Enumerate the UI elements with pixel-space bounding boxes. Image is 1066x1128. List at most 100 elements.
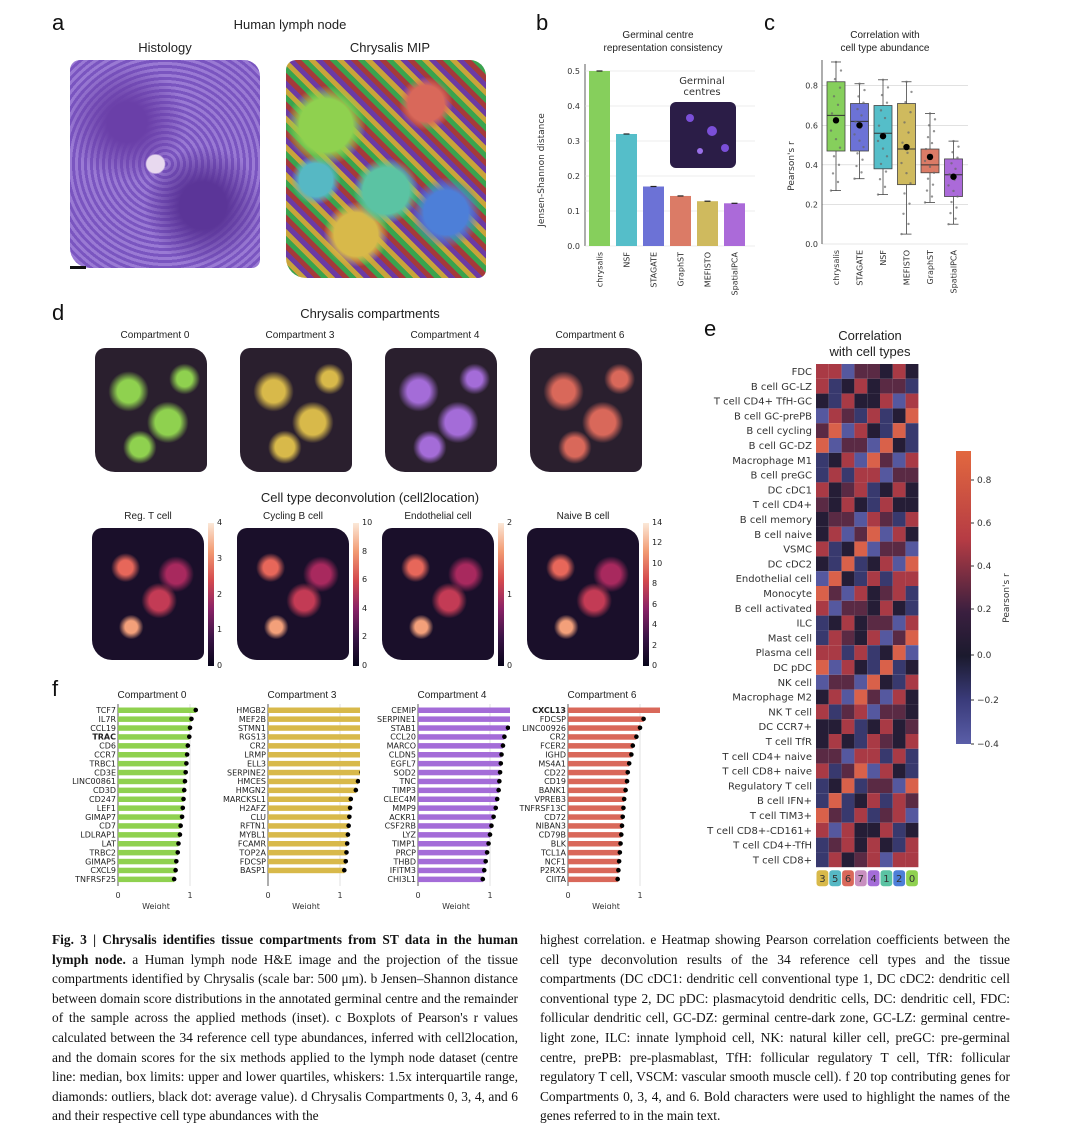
heatmap-cell xyxy=(841,512,855,527)
gene-label: TNFRSF13C xyxy=(519,804,567,813)
heatmap-cell xyxy=(892,822,906,838)
heatmap-cell xyxy=(854,452,868,468)
heatmap-cell xyxy=(841,452,855,468)
colorbar-tick: 0 xyxy=(362,661,368,670)
heatmap-row-label: T cell TIM3+ xyxy=(749,811,812,822)
gene-bar xyxy=(118,841,179,847)
colorbar-tick: 6 xyxy=(362,575,368,585)
gene-bar xyxy=(118,858,177,865)
colorbar-tick: 6 xyxy=(652,599,658,609)
heatmap-cell xyxy=(892,615,906,631)
heatmap-cell xyxy=(816,600,829,616)
gene-bar xyxy=(118,716,192,722)
heatmap-cell xyxy=(841,852,855,868)
heatmap-cell xyxy=(905,497,919,512)
heatmap-cell xyxy=(892,778,906,794)
heatmap-cell xyxy=(841,571,855,586)
colorbar-tick: 10 xyxy=(362,518,373,527)
gene-label: MARCKSL1 xyxy=(223,795,266,804)
heatmap-cell xyxy=(816,704,829,720)
heatmap-cell xyxy=(905,364,919,379)
heatmap-cell xyxy=(841,556,855,572)
heatmap-cell xyxy=(905,452,919,468)
f-panel-title: Compartment 6 xyxy=(567,690,637,701)
caption-right: highest correlation. e Heatmap showing P… xyxy=(540,932,1010,1124)
colorbar-tick: 4 xyxy=(652,620,658,630)
heatmap-cell xyxy=(828,704,842,720)
heatmap-cell xyxy=(828,526,842,542)
heatmap-cell xyxy=(905,423,919,438)
b-bar-NSF xyxy=(616,134,637,246)
heatmap-cell xyxy=(892,467,906,483)
b-ytick-label: 0.0 xyxy=(567,242,580,251)
heatmap-cell xyxy=(854,630,868,646)
f-xlabel: Weight xyxy=(292,902,320,909)
gene-label: HMGB2 xyxy=(236,706,266,715)
f-gene-chart: HMGB2MEF2BSTMN1RGS13CR2LRMPELL3SERPINE2H… xyxy=(223,704,360,909)
heatmap-cell xyxy=(816,719,829,734)
heatmap-cell xyxy=(867,512,880,527)
heatmap-cell xyxy=(828,586,842,601)
heatmap-cell xyxy=(905,660,919,675)
compartment-map xyxy=(240,348,352,472)
heatmap-col-badge xyxy=(906,870,918,887)
gene-label: VPREB3 xyxy=(535,795,567,804)
gene-bar xyxy=(568,805,624,811)
heatmap-cell xyxy=(880,408,893,424)
heatmap-row-label: ILC xyxy=(796,619,812,630)
gene-bar xyxy=(118,752,188,758)
heatmap-cell xyxy=(880,748,893,764)
heatmap-cell xyxy=(867,704,880,720)
colorbar-tick: 1 xyxy=(507,589,513,599)
heatmap-cell xyxy=(828,778,842,794)
heatmap-cell xyxy=(867,660,880,675)
celltype-map xyxy=(382,528,494,660)
b-ytick-label: 0.1 xyxy=(567,207,580,216)
gene-bar xyxy=(268,823,349,829)
heatmap-cell xyxy=(854,378,868,394)
heatmap-row-label: Regulatory T cell xyxy=(728,781,812,792)
celltype-colorbar xyxy=(208,523,214,666)
gene-bar xyxy=(568,725,640,731)
heatmap-cell xyxy=(828,571,842,586)
heatmap-cell xyxy=(854,808,868,823)
heatmap-cell xyxy=(892,482,906,498)
gene-bar xyxy=(268,841,348,847)
gene-bar xyxy=(118,832,180,838)
heatmap-cell xyxy=(816,408,829,424)
heatmap-cell xyxy=(867,541,880,557)
gene-label: ACKR1 xyxy=(389,813,416,822)
heatmap-cell xyxy=(905,526,919,542)
gene-label: TIMP1 xyxy=(391,840,416,849)
heatmap-cell xyxy=(828,423,842,438)
gene-bar xyxy=(268,743,360,749)
heatmap-cell xyxy=(880,719,893,734)
heatmap-cell xyxy=(880,497,893,512)
panel-label-d: d xyxy=(52,300,65,325)
heatmap-cell xyxy=(867,748,880,764)
heatmap-cell xyxy=(880,778,893,794)
panel-a-title: Human lymph node xyxy=(233,17,347,32)
heatmap-cell xyxy=(905,793,919,808)
gene-label: CSF2RB xyxy=(385,822,416,831)
colorbar-tick: 8 xyxy=(652,579,658,589)
compartment-map xyxy=(95,348,207,472)
heatmap-cell xyxy=(892,423,906,438)
gene-label: CR2 xyxy=(550,733,566,742)
gene-bar xyxy=(268,849,347,856)
heatmap-cell xyxy=(816,734,829,749)
celltype-title: Endothelial cell xyxy=(404,511,472,522)
heatmap-cell xyxy=(841,704,855,720)
gene-bar xyxy=(418,707,510,713)
colorbar-tick: 1 xyxy=(217,625,223,635)
gene-bar xyxy=(418,778,500,785)
b-xtick-label: GraphST xyxy=(677,252,686,287)
heatmap-row-label: DC cDC2 xyxy=(768,559,812,570)
heatmap-cell xyxy=(880,512,893,527)
gene-label: CD22 xyxy=(544,768,566,777)
heatmap-cell xyxy=(841,600,855,616)
gene-bar xyxy=(418,716,510,722)
b-bar-SpatialPCA xyxy=(724,203,745,246)
gene-bar xyxy=(118,796,184,802)
heatmap-cell xyxy=(816,748,829,764)
